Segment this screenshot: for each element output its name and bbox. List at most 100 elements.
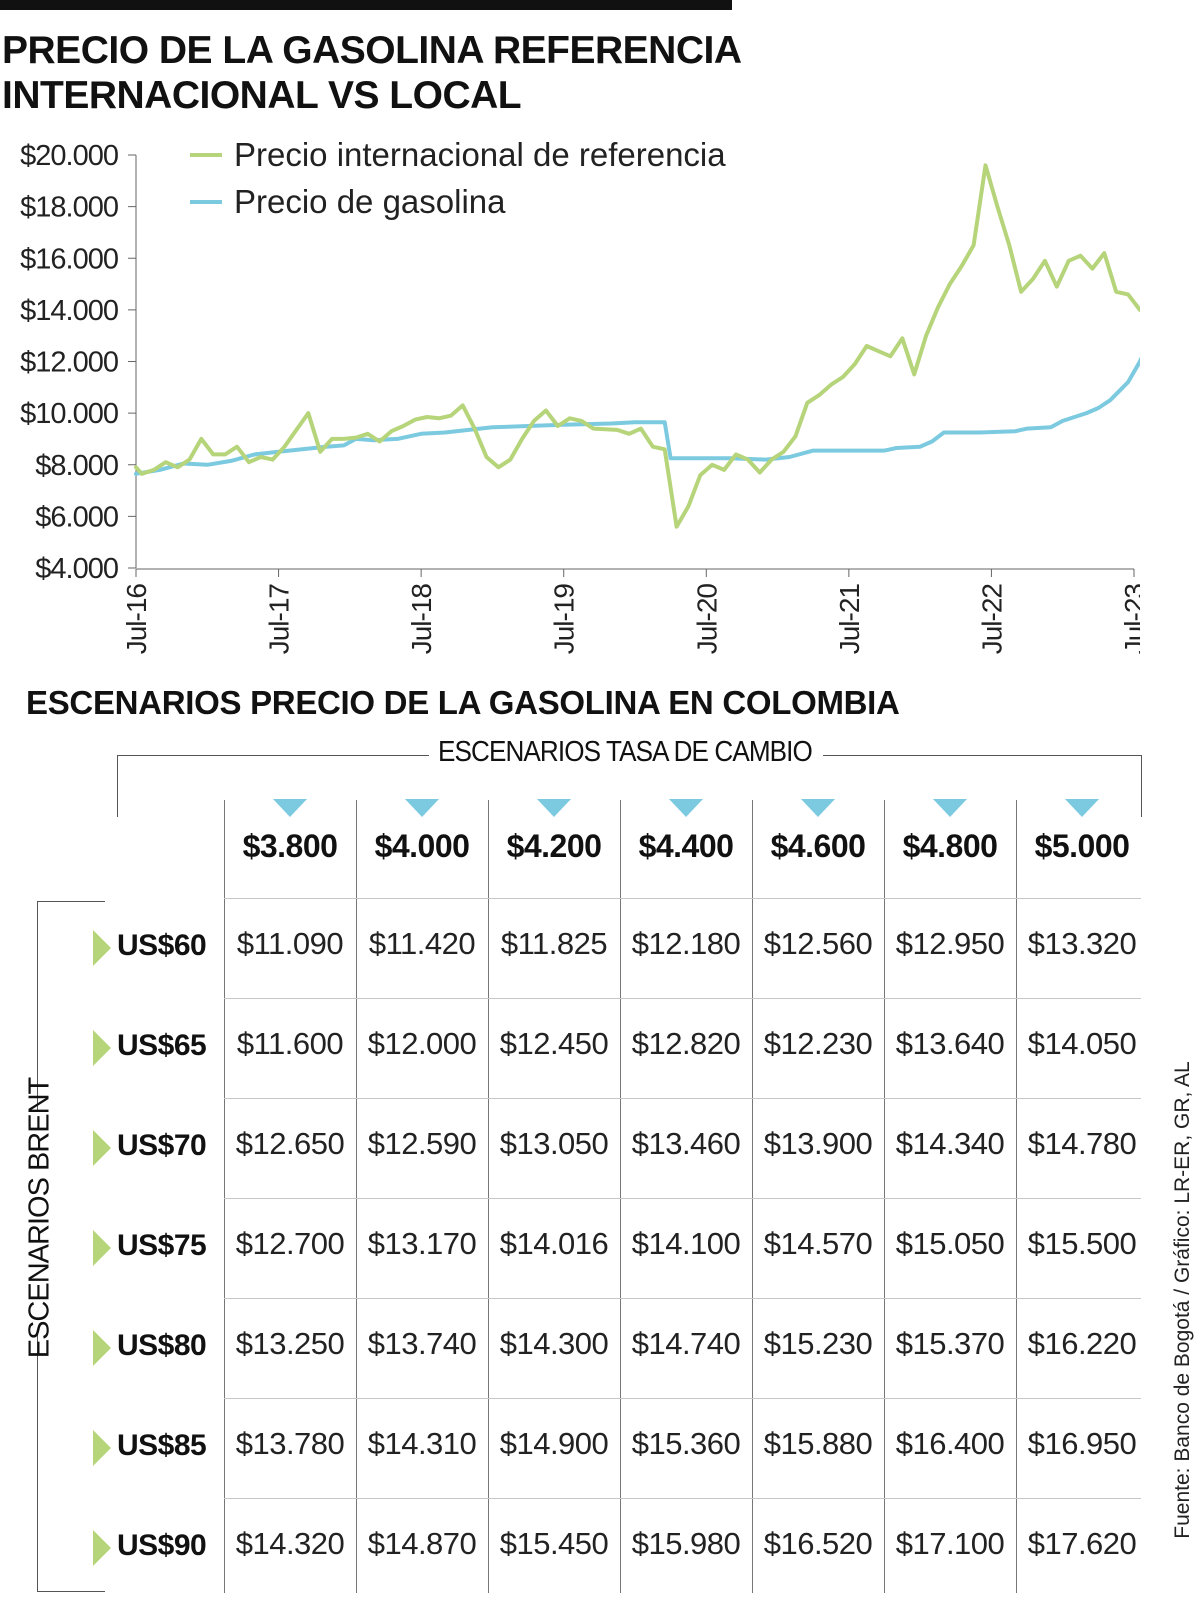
y-tick-label: $8.000	[35, 450, 118, 482]
table-cell: $14.016	[499, 1226, 609, 1261]
table-col-divider	[884, 800, 885, 1593]
x-tick-label: Jul-16	[121, 584, 152, 655]
row-header: US$85	[117, 1429, 207, 1462]
y-tick-label: $20.000	[20, 140, 118, 172]
row-group-bracket-lower	[37, 1335, 38, 1591]
y-tick-label: $6.000	[35, 501, 118, 533]
y-tick-label: $18.000	[20, 192, 118, 224]
table-cell: $14.100	[631, 1226, 741, 1261]
table-cell: $15.980	[631, 1526, 741, 1561]
x-axis: Jul-16 Jul-17 Jul-18 Jul-19 Jul-20 Jul-21 Jul-…	[121, 568, 1140, 655]
table-cell: $17.620	[1027, 1526, 1137, 1561]
table-cell: $12.950	[895, 926, 1005, 961]
col-group-bracket-left	[117, 755, 429, 756]
table-row-divider	[224, 898, 1141, 899]
column-arrow-icon	[273, 799, 307, 817]
x-tick-label: Jul-18	[406, 584, 437, 655]
table-cell: $14.870	[367, 1526, 477, 1561]
table-cell: $15.230	[763, 1326, 873, 1361]
table-cell: $11.600	[236, 1026, 344, 1061]
row-header: US$75	[117, 1229, 207, 1262]
column-header: $4.800	[902, 828, 998, 864]
table-cell: $13.640	[895, 1026, 1005, 1061]
top-rule	[0, 0, 732, 10]
legend-label: Precio internacional de referencia	[234, 136, 726, 173]
column-header: $3.800	[242, 828, 338, 864]
table-row-divider	[224, 1098, 1141, 1099]
table-cell: $13.460	[631, 1126, 741, 1161]
table-cell: $12.230	[763, 1026, 873, 1061]
column-header: $4.000	[374, 828, 470, 864]
table-cell: $12.700	[235, 1226, 345, 1261]
table-cell: $12.180	[631, 926, 741, 961]
row-header: US$65	[117, 1029, 207, 1062]
row-arrow-icon	[93, 1530, 111, 1566]
table-cell: $11.420	[368, 926, 476, 961]
row-arrow-icon	[93, 1030, 111, 1066]
col-group-bracket-right-tick	[1141, 755, 1142, 817]
table-row-divider	[224, 1398, 1141, 1399]
row-arrow-icon	[93, 1230, 111, 1266]
y-tick-label: $16.000	[20, 243, 118, 275]
table-cell: $14.300	[499, 1326, 609, 1361]
table-cell: $13.320	[1027, 926, 1137, 961]
source-note: Fuente: Banco de Bogotá / Gráfico: LR-ER…	[1171, 1061, 1194, 1539]
table-col-divider	[224, 800, 225, 1593]
chart-title-line-2: INTERNACIONAL VS LOCAL	[2, 74, 522, 117]
column-arrow-icon	[669, 799, 703, 817]
table-col-divider	[620, 800, 621, 1593]
table-cell: $16.400	[895, 1426, 1005, 1461]
y-tick-label: $10.000	[20, 398, 118, 430]
table-cell: $14.050	[1027, 1026, 1137, 1061]
chart-title-line-1: PRECIO DE LA GASOLINA REFERENCIA	[2, 29, 742, 72]
x-tick-label: Jul-20	[691, 584, 722, 655]
row-arrow-icon	[93, 1130, 111, 1166]
y-tick-label: $4.000	[35, 553, 118, 585]
table-cell: $12.450	[499, 1026, 609, 1061]
column-arrow-icon	[1065, 799, 1099, 817]
row-arrow-icon	[93, 1330, 111, 1366]
table-cell: $13.050	[499, 1126, 609, 1161]
x-tick-label: Jul-22	[976, 584, 1007, 655]
row-header: US$60	[117, 929, 207, 962]
col-group-label: ESCENARIOS TASA DE CAMBIO	[438, 736, 813, 768]
row-group-bracket-upper	[37, 901, 38, 1111]
column-arrow-icon	[933, 799, 967, 817]
table-col-divider	[1016, 800, 1017, 1593]
table-cell: $15.370	[895, 1326, 1005, 1361]
table-cell: $13.780	[235, 1426, 345, 1461]
table-cell: $16.520	[763, 1526, 873, 1561]
table-cell: $11.090	[236, 926, 344, 961]
table-col-divider	[752, 800, 753, 1593]
table-cell: $14.320	[235, 1526, 345, 1561]
x-tick-label: Jul-19	[549, 584, 580, 655]
row-arrow-icon	[93, 1430, 111, 1466]
table-cell: $15.050	[895, 1226, 1005, 1261]
row-header: US$70	[117, 1129, 207, 1162]
column-header: $5.000	[1034, 828, 1130, 864]
y-axis: $20.000 $18.000 $16.000 $14.000 $12.000 $10.0…	[20, 140, 137, 585]
table-title: ESCENARIOS PRECIO DE LA GASOLINA EN COLO…	[26, 684, 900, 721]
chart-legend: Precio internacional de referencia Precio…	[190, 136, 726, 220]
table-cell: $12.820	[631, 1026, 741, 1061]
table-cell: $15.500	[1027, 1226, 1137, 1261]
column-header: $4.400	[638, 828, 734, 864]
table-cell: $12.000	[367, 1026, 477, 1061]
line-chart: $20.000 $18.000 $16.000 $14.000 $12.000 $10.0…	[20, 136, 1140, 655]
y-tick-label: $12.000	[20, 347, 118, 379]
table-cell: $15.880	[763, 1426, 873, 1461]
row-group-label: ESCENARIOS BRENT	[23, 1077, 56, 1359]
row-header: US$80	[117, 1329, 207, 1362]
column-header: $4.200	[506, 828, 602, 864]
table-row-divider	[224, 998, 1141, 999]
table-row-divider	[224, 1198, 1141, 1199]
table-cell: $15.360	[631, 1426, 741, 1461]
table-row-divider	[224, 1498, 1141, 1499]
table-cell: $13.250	[235, 1326, 345, 1361]
column-header: $4.600	[770, 828, 866, 864]
table-cell: $13.900	[763, 1126, 873, 1161]
column-arrow-icon	[537, 799, 571, 817]
x-tick-label: Jul-23	[1119, 584, 1140, 655]
table-cell: $14.900	[499, 1426, 609, 1461]
table-cell: $15.450	[499, 1526, 609, 1561]
